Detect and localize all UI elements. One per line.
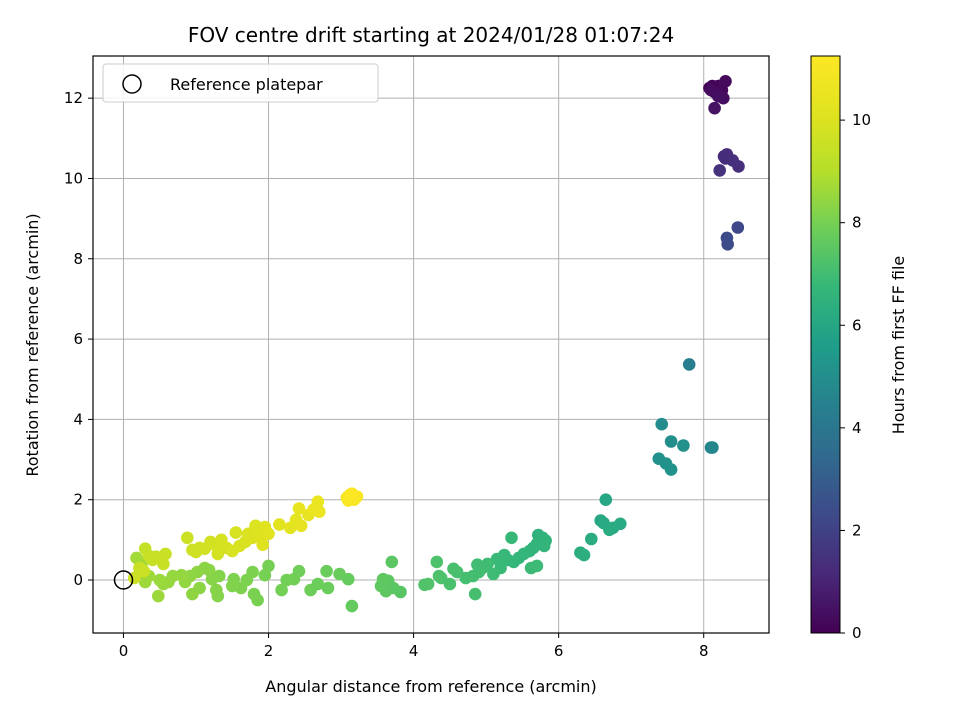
data-point <box>664 463 678 476</box>
colorbar-tick-label: 0 <box>852 624 862 642</box>
data-point <box>599 493 613 507</box>
data-point <box>311 495 325 509</box>
data-point <box>664 435 678 448</box>
plot-frame <box>92 55 770 634</box>
data-point <box>262 527 275 541</box>
colorbar-tick-label: 6 <box>852 316 862 334</box>
data-point <box>320 564 333 578</box>
data-point <box>385 555 399 569</box>
colorbar-ticks: 0 2 4 6 8 10 <box>840 111 871 642</box>
chart-title: FOV centre drift starting at 2024/01/28 … <box>188 23 674 47</box>
data-point <box>713 164 726 177</box>
data-point <box>711 89 725 103</box>
colorbar-label: Hours from first FF file <box>889 256 908 435</box>
x-tick-label: 4 <box>409 642 419 660</box>
data-point <box>321 581 335 595</box>
data-point <box>159 547 172 561</box>
data-point <box>432 569 446 583</box>
reference-platepar-marker <box>113 570 134 590</box>
colorbar-tick-label: 4 <box>852 419 862 437</box>
data-point <box>137 564 151 578</box>
y-tick-label: 4 <box>73 410 83 428</box>
data-point <box>468 587 482 601</box>
data-point <box>210 583 223 597</box>
data-point <box>430 555 444 569</box>
data-point <box>345 599 359 613</box>
colorbar-tick-label: 8 <box>852 214 862 232</box>
data-point <box>275 583 288 597</box>
data-point <box>721 238 734 251</box>
data-point <box>273 518 286 531</box>
data-point <box>530 559 544 573</box>
y-axis-label: Rotation from reference (arcmin) <box>23 213 42 476</box>
legend-label: Reference platepar <box>170 75 323 94</box>
y-tick-label: 12 <box>64 89 83 107</box>
data-point <box>304 583 317 597</box>
data-point <box>447 562 460 576</box>
data-point <box>603 523 616 537</box>
legend: Reference platepar <box>102 63 379 103</box>
y-tick-label: 2 <box>73 491 83 509</box>
x-tick-label: 6 <box>554 642 564 660</box>
data-point <box>374 579 388 593</box>
data-point <box>256 538 270 551</box>
data-point <box>157 557 170 571</box>
data-point <box>345 487 359 501</box>
data-point <box>585 532 598 546</box>
data-points <box>128 75 745 613</box>
legend-box <box>102 63 379 103</box>
y-tick-label: 0 <box>73 571 83 589</box>
colorbar-tick-label: 10 <box>852 111 871 129</box>
data-point <box>614 517 627 531</box>
x-axis-ticks: 0 2 4 6 8 <box>119 633 709 660</box>
y-axis-ticks: 0 2 4 6 8 10 12 <box>64 89 93 589</box>
data-point <box>226 579 239 593</box>
data-point <box>487 567 500 581</box>
data-point <box>418 578 431 592</box>
colorbar-tick-label: 2 <box>852 521 862 539</box>
data-point <box>505 531 518 545</box>
data-point <box>258 568 272 582</box>
x-axis-label: Angular distance from reference (arcmin) <box>265 677 596 696</box>
data-point <box>655 417 668 431</box>
data-point <box>153 573 166 587</box>
x-tick-label: 2 <box>264 642 274 660</box>
data-point <box>677 439 690 452</box>
data-point <box>333 567 346 581</box>
data-point <box>682 358 696 371</box>
data-point <box>294 519 308 533</box>
y-tick-label: 6 <box>73 330 83 348</box>
data-point <box>186 587 199 601</box>
data-point <box>537 539 551 553</box>
data-point <box>706 441 719 454</box>
data-point <box>577 548 591 562</box>
data-point <box>313 505 326 518</box>
data-point <box>229 526 243 539</box>
x-tick-label: 8 <box>699 642 709 660</box>
data-point <box>152 589 165 603</box>
legend-marker-open-circle <box>122 74 142 94</box>
x-tick-label: 0 <box>119 642 129 660</box>
data-point <box>292 502 306 515</box>
y-tick-label: 8 <box>73 250 83 268</box>
data-point <box>732 160 745 173</box>
data-point <box>247 587 261 601</box>
data-point <box>280 573 294 587</box>
data-point <box>719 75 732 88</box>
data-point <box>181 531 194 545</box>
colorbar <box>810 55 841 634</box>
data-point <box>731 221 745 234</box>
data-point <box>708 101 721 115</box>
y-tick-label: 10 <box>64 169 83 187</box>
